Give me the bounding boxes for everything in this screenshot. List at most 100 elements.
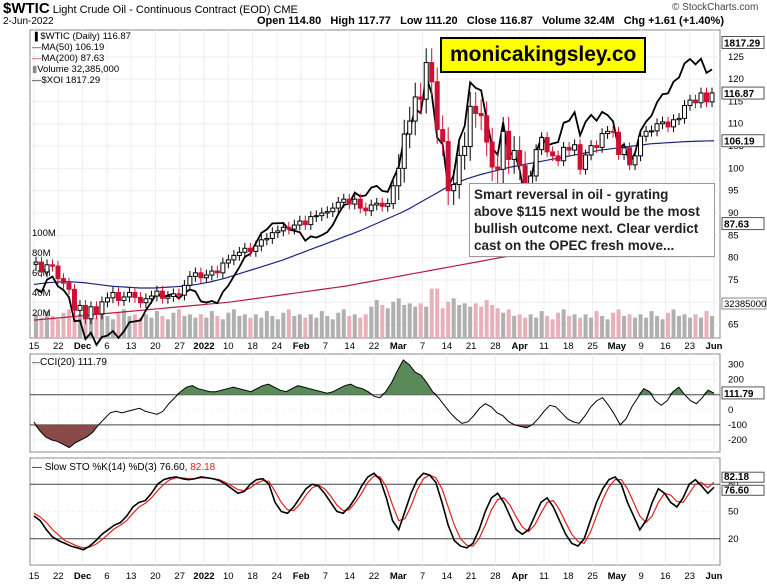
- candle-body: [709, 92, 715, 103]
- volume-value: Volume 32.4M: [542, 15, 615, 27]
- candle-body: [390, 185, 396, 205]
- volume-bar: [242, 314, 247, 338]
- volume-bar: [171, 312, 176, 338]
- y-tick-label: 120: [728, 74, 744, 85]
- volume-bar: [413, 306, 418, 338]
- y-tick-label: 125: [728, 52, 744, 63]
- x-tick-label: Apr: [512, 571, 529, 582]
- volume-bar: [138, 317, 143, 338]
- volume-bar: [160, 316, 165, 338]
- x-tick-label: 27: [174, 571, 185, 582]
- candle-body: [55, 265, 61, 280]
- x-tick-label: 21: [466, 341, 477, 352]
- volume-bar: [627, 314, 632, 338]
- y-tick-label: 90: [728, 208, 739, 219]
- candle-body: [330, 207, 336, 213]
- candle-body: [445, 141, 451, 192]
- last-ma200-label-box: [721, 217, 765, 231]
- candle-body: [396, 167, 402, 187]
- high-value: High 117.77: [330, 15, 391, 27]
- last-xoi-label: 1817.29: [724, 38, 761, 49]
- volume-bar: [187, 314, 192, 338]
- candle-body: [148, 295, 154, 300]
- volume-bar: [638, 314, 643, 338]
- legend-ma200: —MA(200) 87.63: [32, 53, 105, 64]
- volume-bar: [534, 317, 539, 338]
- last-close-label-box: [721, 86, 765, 100]
- y-tick-label: 95: [728, 186, 739, 197]
- legend-ma50: —MA(50) 106.19: [32, 42, 105, 53]
- last-ma200-label: 87.63: [724, 220, 749, 231]
- candle-body: [77, 304, 83, 311]
- volume-bar: [319, 311, 324, 338]
- candle-body: [280, 226, 286, 232]
- volume-bar: [666, 312, 671, 338]
- volume-bar: [385, 308, 390, 338]
- candle-body: [577, 144, 583, 170]
- x-tick-label: 28: [490, 571, 501, 582]
- date-label: 2-Jun-2022: [3, 16, 54, 27]
- x-tick-label: Dec: [74, 571, 91, 582]
- y-tick-label: 80: [728, 253, 739, 264]
- volume-bar: [462, 303, 467, 338]
- exchange: CME: [273, 4, 298, 16]
- candle-body: [159, 290, 165, 299]
- candles: [33, 48, 715, 325]
- volume-bar: [583, 314, 588, 338]
- low-value: Low 111.20: [400, 15, 458, 27]
- x-tick-label: 18: [247, 571, 258, 582]
- volume-bar: [369, 306, 374, 338]
- cci-line: [33, 359, 715, 449]
- candle-body: [379, 202, 385, 207]
- candle-body: [621, 147, 627, 156]
- volume-bar: [611, 312, 616, 338]
- candle-body: [649, 130, 655, 133]
- x-tick-label: 15: [29, 571, 40, 582]
- volume-bar: [66, 309, 71, 338]
- candle-body: [165, 295, 171, 299]
- volume-bar: [264, 311, 269, 338]
- legend-main: ▐ $WTIC (Daily) 116.87: [32, 31, 131, 42]
- sto-tick-label: 20: [728, 534, 739, 545]
- x-tick-label: May: [608, 571, 627, 582]
- volume-bar: [622, 316, 627, 338]
- volume-bar: [143, 314, 148, 338]
- volume-bar: [391, 301, 396, 338]
- candle-body: [533, 149, 539, 177]
- volume-bar: [490, 305, 495, 338]
- x-tick-label: 22: [369, 341, 380, 352]
- candle-body: [517, 150, 523, 167]
- volume-bar: [358, 317, 363, 338]
- cci-label: —CCI(20) 111.79: [32, 357, 107, 368]
- x-tick-label: 14: [442, 341, 453, 352]
- volume-bar: [688, 317, 693, 338]
- volume-bar: [198, 314, 203, 338]
- candle-body: [143, 298, 149, 304]
- candle-body: [258, 239, 264, 247]
- candle-body: [550, 151, 556, 157]
- volume-bar: [649, 311, 654, 338]
- x-tick-label: 22: [53, 571, 64, 582]
- volume-bar: [567, 316, 572, 338]
- candle-body: [572, 144, 578, 151]
- candle-body: [407, 120, 413, 135]
- x-tick-label: Feb: [293, 571, 310, 582]
- volume-bar: [352, 314, 357, 338]
- volume-bar: [600, 316, 605, 338]
- candle-body: [478, 112, 484, 117]
- candle-body: [209, 270, 215, 276]
- candle-body: [88, 306, 94, 320]
- x-tick-label: 15: [29, 341, 40, 352]
- volume-bar: [231, 309, 236, 338]
- volume-bar: [446, 301, 451, 338]
- volume-bar: [204, 317, 209, 338]
- candle-body: [49, 264, 55, 267]
- volume-bar: [132, 314, 137, 338]
- x-tick-label: 27: [174, 341, 185, 352]
- legend-xoi: —$XOI 1817.29: [32, 75, 101, 86]
- candle-body: [319, 212, 325, 217]
- candle-body: [297, 220, 303, 226]
- x-tick-label: Mar: [390, 571, 407, 582]
- x-tick-label: 23: [684, 341, 695, 352]
- volume-bar: [99, 311, 104, 338]
